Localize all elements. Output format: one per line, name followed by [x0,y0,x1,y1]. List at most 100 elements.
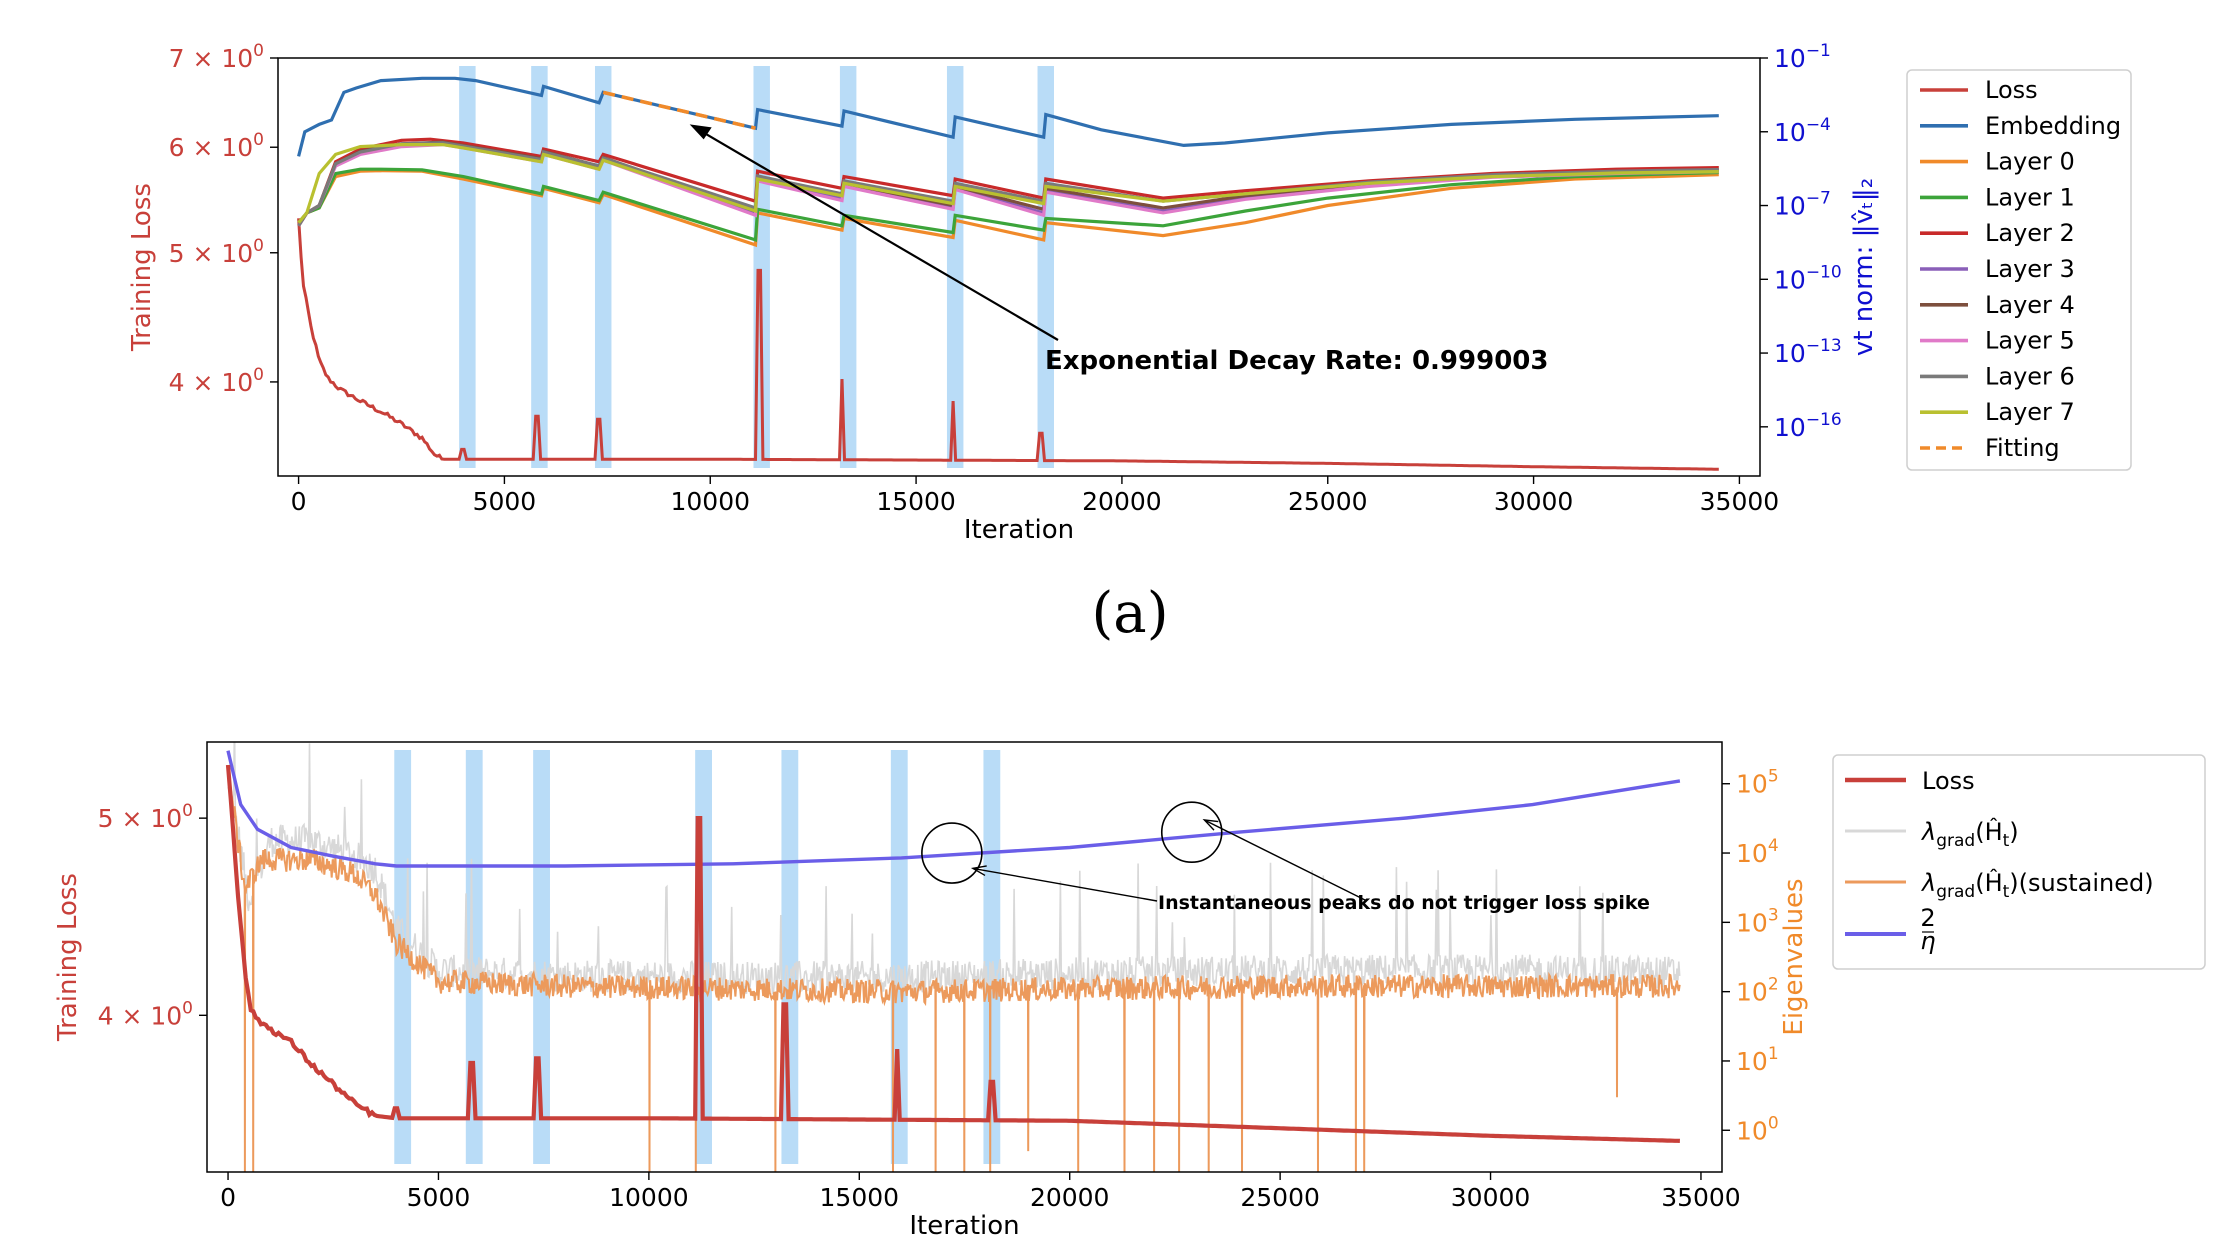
series-layer-1 [297,167,1719,243]
tick-exponent: −16 [1806,410,1842,430]
legend-label: Layer 2 [1985,219,2075,247]
series-fitting [602,90,756,130]
axes-frame [206,741,1723,1173]
legend-symbol: λ [1920,818,1936,846]
series-loss [225,764,1680,1143]
tick-mantissa: 4 × [169,368,222,397]
legend-frame [1906,69,2132,471]
y2-tick-label: 100 [1736,1113,1779,1145]
tick-base: 10 [150,804,182,833]
tick-base: 10 [1736,839,1768,868]
chart-a: 0 5000 10000 15000 20000 25000 30000 35000Itera… [127,41,2132,545]
y-tick-label: 4 × 100 [98,998,193,1030]
axes-frame [277,57,1761,477]
tick-exponent: 5 [1768,767,1779,787]
y2-tick-label: 105 [1736,767,1779,799]
tick-base: 10 [1736,1047,1768,1076]
legend-frame [1832,754,2206,970]
legend-label: Loss [1985,76,2038,104]
y-tick-label: 6 × 100 [169,130,264,162]
x-axis-label: Iteration [909,1211,1019,1241]
spike-band [946,66,964,468]
x-tick-label: 25000 [1240,1183,1320,1212]
legend-fraction-numerator: 2 [1920,904,1935,932]
x-tick-label: 20000 [1030,1183,1110,1212]
tick-exponent: 0 [253,236,264,256]
plot-area [225,742,1681,1172]
tick-base: 10 [1774,118,1806,147]
annotation-circle [1160,801,1223,863]
y2-tick-label: 102 [1736,975,1779,1007]
legend-label: Embedding [1985,112,2121,140]
spike-band [839,66,857,468]
tick-mantissa: 5 × [98,804,151,833]
x-tick-label: 35000 [1700,487,1780,516]
legend-label: Layer 0 [1985,148,2075,176]
tick-base: 10 [1774,44,1806,73]
legend-symbol: λ [1920,869,1936,897]
tick-base: 10 [1736,1116,1768,1145]
annotation-text: Instantaneous peaks do not trigger loss … [1158,892,1650,914]
legend-label: Layer 5 [1985,327,2075,355]
x-tick-label: 30000 [1451,1183,1531,1212]
x-tick-label: 0 [291,487,307,516]
tick-exponent: 0 [253,41,264,61]
legend-close: )(sustained) [2009,869,2153,897]
tick-exponent: 0 [182,801,193,821]
x-tick-label: 20000 [1082,487,1162,516]
annotation-circle [921,822,983,884]
x-tick-label: 35000 [1661,1183,1741,1212]
annotation-arrow-head [970,865,987,877]
x-axis-label: Iteration [964,515,1074,545]
series-two-over-eta [226,750,1681,868]
tick-mantissa: 7 × [169,44,222,73]
tick-exponent: −7 [1806,189,1831,209]
tick-exponent: −10 [1806,262,1842,282]
y-tick-label: 5 × 100 [169,236,264,268]
tick-base: 10 [1774,413,1806,442]
x-tick-label: 15000 [876,487,956,516]
tick-exponent: 4 [1768,836,1779,856]
tick-exponent: 0 [1768,1113,1779,1133]
tick-base: 10 [221,44,253,73]
spike-band [594,66,612,468]
tick-exponent: −1 [1806,41,1831,61]
y-tick-label: 4 × 100 [169,365,264,397]
y2-tick-label: 10−10 [1774,262,1842,294]
annotation-text: Exponential Decay Rate: 0.999003 [1045,346,1548,376]
legend-subscript: t [2003,882,2010,902]
x-tick-label: 25000 [1288,487,1368,516]
series-lambda-sustained [227,779,1681,1172]
y2-tick-label: 10−7 [1774,189,1831,221]
legend-label: Layer 6 [1985,362,2075,390]
spike-band [983,750,1001,1164]
y-axis-label: Training Loss [127,183,157,352]
legend-label: Loss [1922,767,1975,795]
legend-subscript: grad [1936,831,1975,851]
legend-label: λgrad(Ĥt) [1920,817,2019,851]
y2-axis-label: vt norm: ‖v̂ₜ‖₂ [1849,178,1879,356]
y2-tick-label: 10−1 [1774,41,1831,73]
caption-a: (a) [1091,581,1168,646]
y2-axis-label: Eigenvalues [1779,878,1809,1035]
annotation-arrow-line [699,129,1059,341]
legend-arg: (Ĥ [1975,868,2002,897]
spike-band [1037,66,1054,468]
y-tick-label: 5 × 100 [98,801,193,833]
legend-label: λgrad(Ĥt)(sustained) [1920,868,2154,902]
legend-label: Layer 4 [1985,291,2075,319]
legend-fraction-denominator: η [1920,927,1935,955]
y-axis-label: Training Loss [53,873,83,1042]
tick-mantissa: 5 × [169,239,222,268]
annotation-arrow-head [1202,819,1219,831]
legend-subscript: t [2003,831,2010,851]
chart-b: 0 5000 10000 15000 20000 25000 30000 35000Itera… [53,741,2206,1241]
tick-base: 10 [221,133,253,162]
legend-label: Fitting [1985,434,2060,462]
y2-tick-label: 103 [1736,905,1779,937]
x-tick-label: 30000 [1494,487,1574,516]
tick-base: 10 [1774,192,1806,221]
tick-exponent: 0 [253,365,264,385]
